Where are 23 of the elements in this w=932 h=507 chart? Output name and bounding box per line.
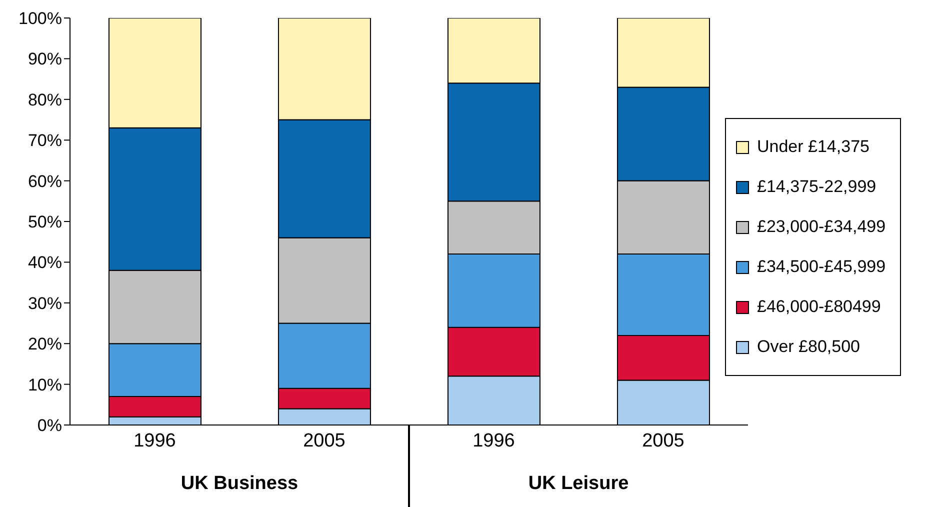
y-tick-label: 90%	[28, 50, 62, 69]
text: UK Leisure	[527, 473, 630, 495]
text: UK Business	[180, 473, 300, 495]
y-tick-label: 30%	[28, 294, 62, 313]
legend-label: £14,375-22,999	[756, 176, 878, 198]
y-tick-label: 70%	[28, 131, 62, 150]
y-tick-label: 100%	[18, 9, 62, 28]
x-tick-label: 1996	[472, 430, 515, 452]
y-tick-label: 50%	[28, 212, 62, 232]
y-tick-label: 80%	[28, 90, 62, 110]
y-tick-label: 40%	[28, 253, 62, 272]
legend-label: £46,000-£80499	[756, 296, 882, 318]
x-tick-label: 2005	[303, 430, 346, 452]
y-tick-label: 60%	[28, 172, 62, 191]
legend-label: Under £14,375	[756, 136, 870, 158]
legend-label: Over £80,500	[756, 336, 862, 358]
y-tick-label: 0%	[37, 416, 62, 436]
legend-label: £34,500-£45,999	[756, 256, 886, 278]
x-tick-label: 1996	[134, 430, 176, 452]
legend-label: £23,000-£34,499	[756, 216, 886, 238]
y-tick-label: 10%	[28, 375, 62, 394]
y-tick-label: 20%	[28, 334, 62, 354]
x-tick-label: 2005	[642, 430, 684, 452]
